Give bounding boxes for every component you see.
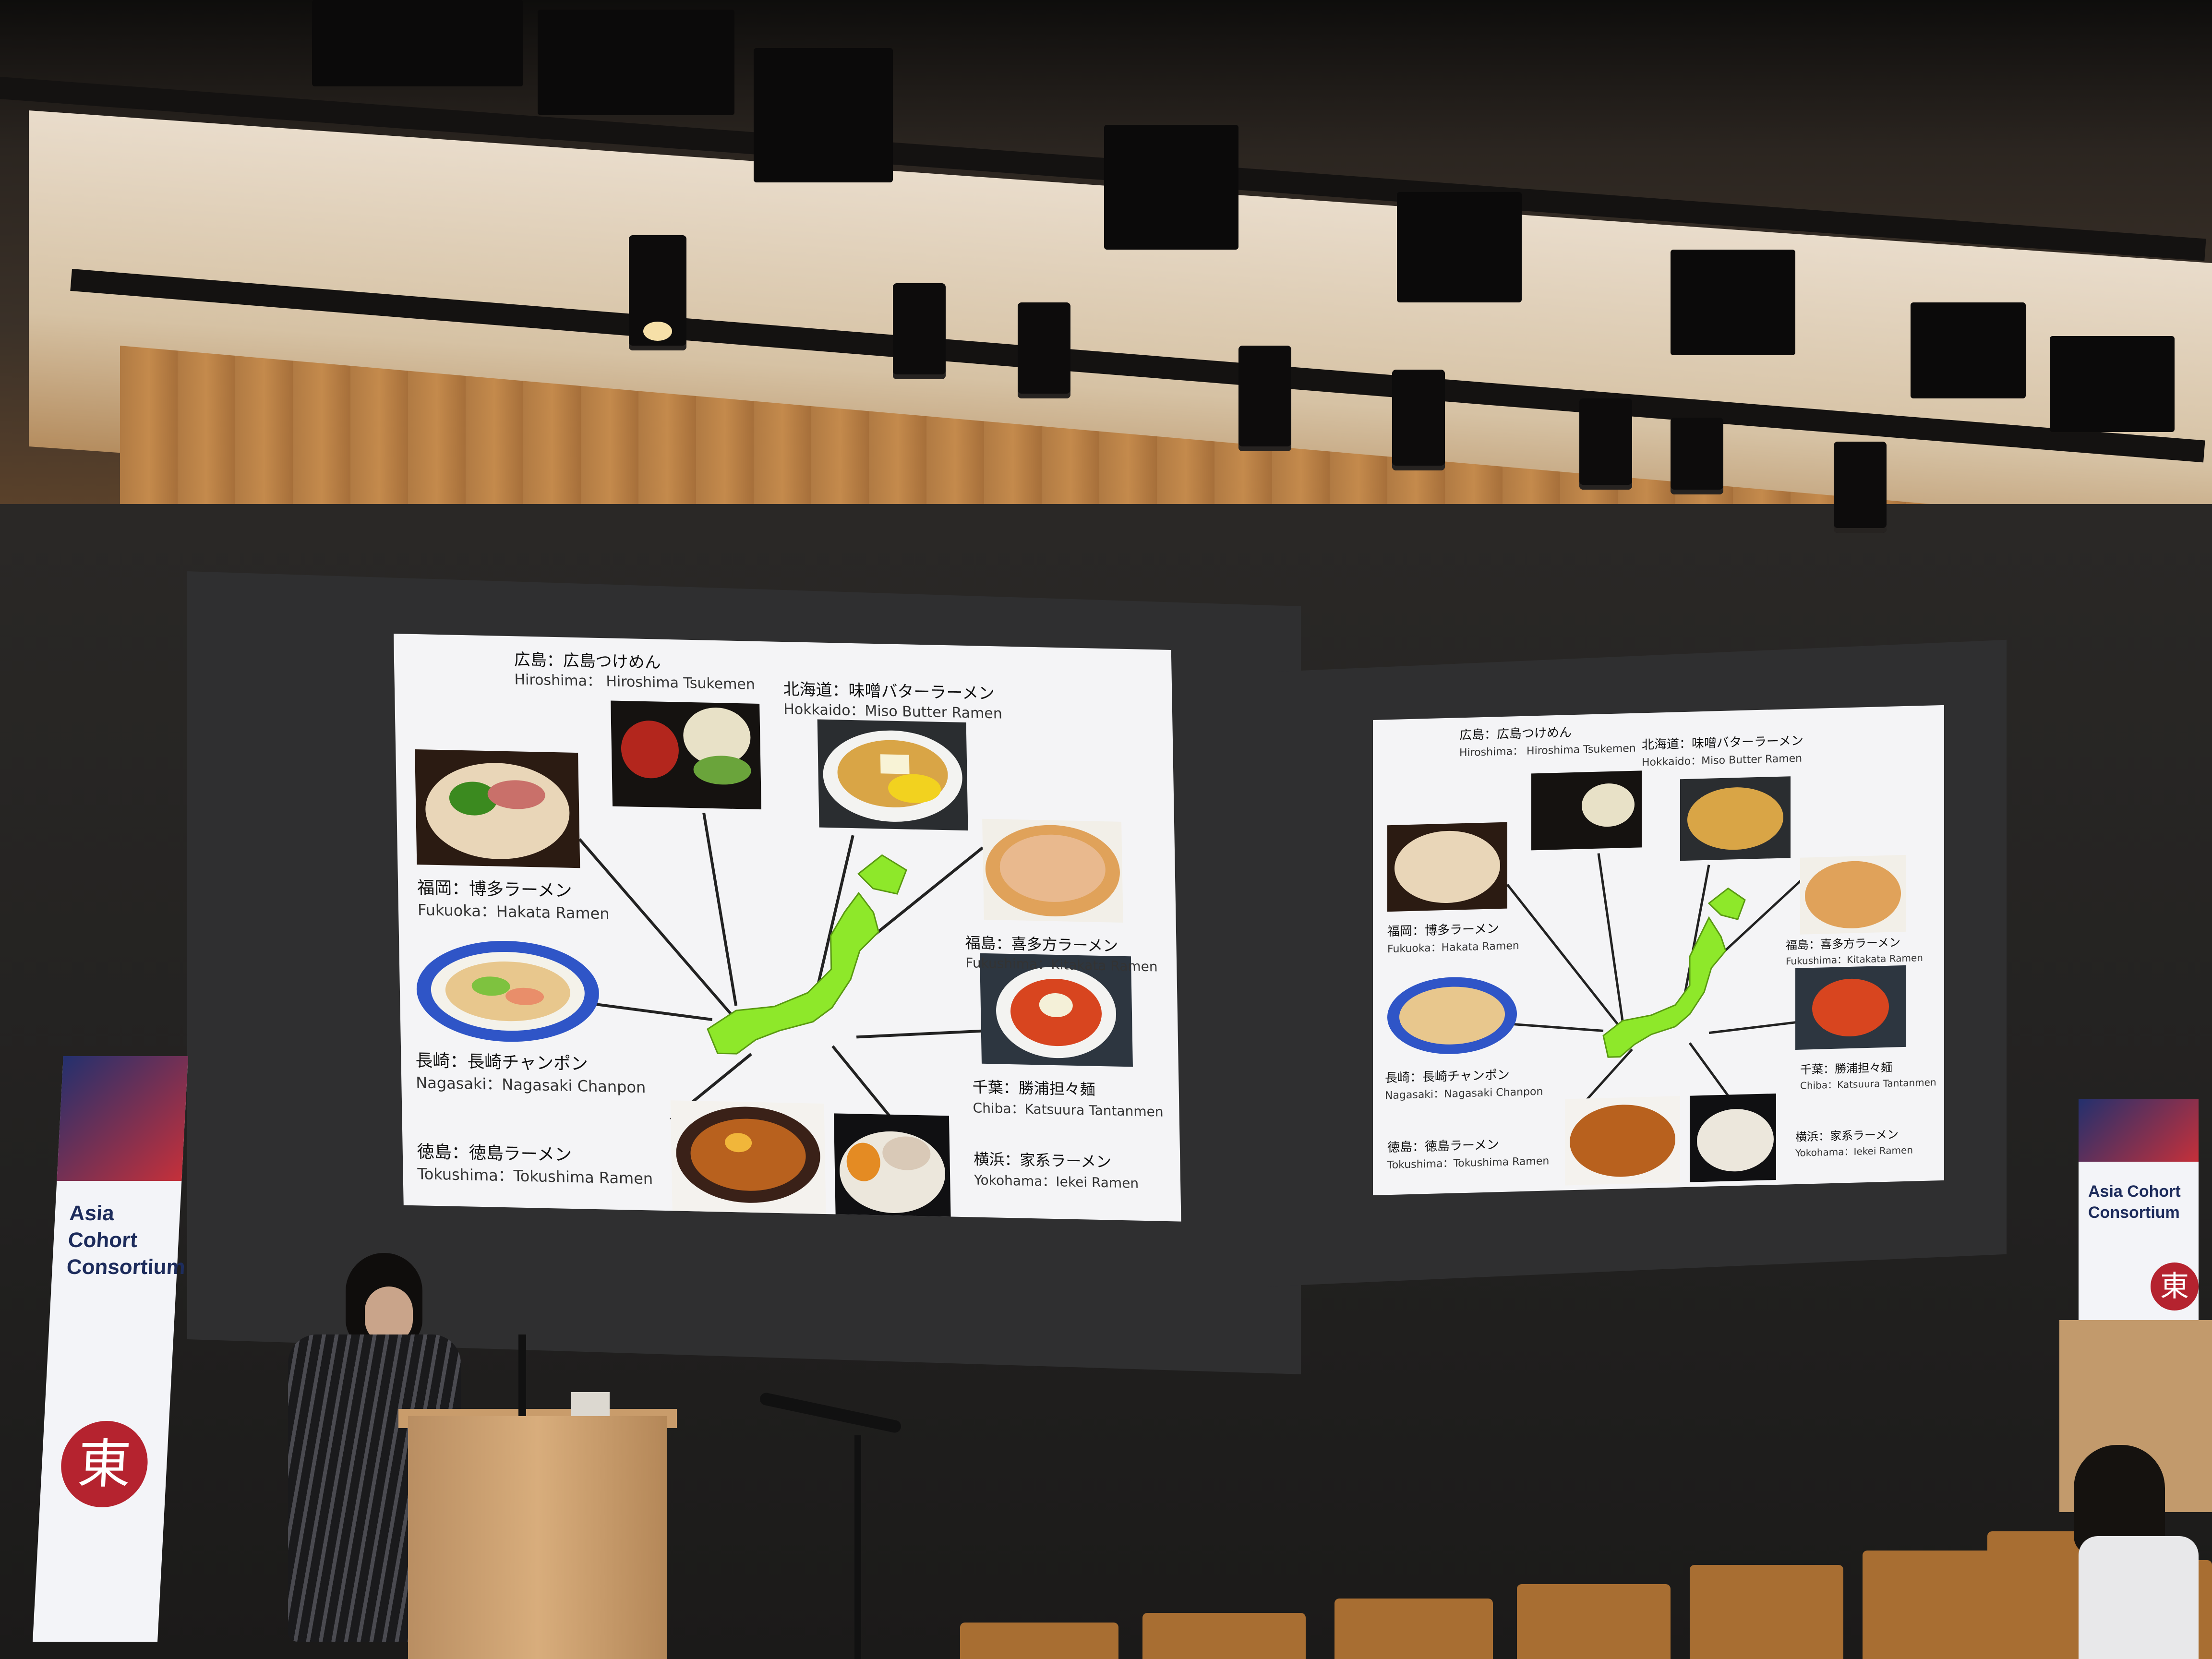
label-hiroshima-en: Hiroshima： Hiroshima Tsukemen — [1459, 743, 1636, 759]
label-fukushima-en: Fukushima：Kitakata Ramen — [1786, 952, 1923, 967]
spotlight-icon — [629, 235, 686, 350]
label-chiba-en: Chiba：Katsuura Tantanmen — [973, 1100, 1164, 1119]
stage-light-icon — [1397, 192, 1522, 302]
ramen-photo-chiba — [979, 953, 1133, 1067]
stage-light-icon — [312, 0, 523, 86]
label-hokkaido-en: Hokkaido：Miso Butter Ramen — [1642, 753, 1802, 769]
auditorium-seat — [1517, 1584, 1671, 1659]
banner-right-kanji: 東 — [2151, 1262, 2199, 1310]
label-hokkaido-jp: 北海道：味噌バターラーメン — [783, 680, 995, 703]
label-hokkaido-en: Hokkaido：Miso Butter Ramen — [783, 701, 1002, 722]
laptop-icon — [571, 1392, 610, 1416]
ramen-photo-fukushima — [982, 818, 1123, 923]
japan-map-icon — [707, 891, 879, 1055]
label-hokkaido-jp: 北海道：味噌バターラーメン — [1642, 734, 1803, 753]
podium — [408, 1416, 667, 1659]
label-tokushima-en: Tokushima：Tokushima Ramen — [417, 1165, 653, 1188]
label-hiroshima-jp: 広島：広島つけめん — [514, 650, 661, 672]
label-fukuoka-jp: 福岡：博多ラーメン — [1387, 922, 1499, 939]
label-fukuoka-en: Fukuoka：Hakata Ramen — [1387, 940, 1519, 955]
banner-stripe — [2079, 1099, 2199, 1162]
spotlight-icon — [1671, 418, 1723, 494]
slide-right: 広島：広島つけめん Hiroshima： Hiroshima Tsukemen … — [1373, 705, 1944, 1195]
spotlight-icon — [1834, 442, 1887, 533]
label-tokushima-jp: 徳島：徳島ラーメン — [1387, 1138, 1499, 1155]
ramen-photo-tokushima — [670, 1100, 826, 1214]
auditorium-seat — [960, 1623, 1118, 1659]
label-fukuoka-en: Fukuoka：Hakata Ramen — [418, 901, 610, 923]
spotlight-icon — [1392, 370, 1445, 470]
spotlight-icon — [893, 283, 946, 379]
label-fukushima-jp: 福島：喜多方ラーメン — [965, 934, 1118, 955]
stage-light-icon — [538, 10, 734, 115]
japan-map-icon — [1602, 916, 1727, 1058]
label-fukushima-jp: 福島：喜多方ラーメン — [1786, 936, 1900, 952]
label-yokohama-en: Yokohama：Iekei Ramen — [1795, 1144, 1913, 1159]
slide-left: 広島：広島つけめん Hiroshima： Hiroshima Tsukemen … — [394, 634, 1181, 1222]
label-hiroshima-jp: 広島：広島つけめん — [1459, 725, 1572, 743]
auditorium-seat — [1690, 1565, 1843, 1659]
ramen-photo-nagasaki — [416, 940, 599, 1042]
stage-light-icon — [754, 48, 893, 182]
spotlight-icon — [1579, 398, 1632, 490]
microphone-stand — [518, 1334, 526, 1416]
banner-right-title: Asia Cohort Consortium — [2088, 1182, 2181, 1222]
stage-light-icon — [2050, 336, 2175, 432]
auditorium-seat — [1334, 1599, 1493, 1659]
microphone-stand — [854, 1435, 861, 1659]
label-hiroshima-en: Hiroshima： Hiroshima Tsukemen — [514, 671, 755, 693]
ramen-photo-yokohama — [833, 1113, 951, 1222]
banner-left-title: Asia Cohort Consortium — [66, 1202, 186, 1279]
label-fukuoka-jp: 福岡：博多ラーメン — [417, 878, 572, 901]
label-tokushima-jp: 徳島：徳島ラーメン — [417, 1142, 572, 1165]
banner-stripe — [57, 1056, 188, 1181]
auditorium-seat — [1863, 1551, 2007, 1659]
label-chiba-jp: 千葉：勝浦担々麺 — [973, 1078, 1096, 1098]
spotlight-icon — [1238, 346, 1291, 451]
spotlight-icon — [1018, 302, 1070, 398]
ramen-photo-hokkaido — [817, 719, 968, 831]
banner-left-kanji: 東 — [59, 1421, 150, 1507]
auditorium-seat — [1142, 1613, 1306, 1659]
label-yokohama-jp: 横浜：家系ラーメン — [974, 1150, 1111, 1171]
label-chiba-jp: 千葉：勝浦担々麺 — [1800, 1061, 1892, 1077]
label-yokohama-jp: 横浜：家系ラーメン — [1795, 1128, 1899, 1144]
label-nagasaki-jp: 長崎：長崎チャンポン — [415, 1051, 588, 1074]
audience-member — [2079, 1536, 2199, 1659]
label-nagasaki-en: Nagasaki：Nagasaki Chanpon — [416, 1073, 646, 1096]
slide-content: 広島：広島つけめん Hiroshima： Hiroshima Tsukemen … — [1385, 725, 1936, 1186]
label-yokohama-en: Yokohama：Iekei Ramen — [974, 1172, 1139, 1191]
label-nagasaki-en: Nagasaki：Nagasaki Chanpon — [1385, 1086, 1543, 1102]
stage-light-icon — [1911, 302, 2026, 398]
label-nagasaki-jp: 長崎：長崎チャンポン — [1385, 1068, 1510, 1086]
slide-content: 広島：広島つけめん Hiroshima： Hiroshima Tsukemen … — [415, 650, 1164, 1222]
ramen-photo-fukuoka — [415, 749, 580, 868]
stage-light-icon — [1104, 125, 1238, 250]
ramen-photo-hiroshima — [611, 700, 761, 810]
banner-right: Asia Cohort Consortium 東 — [2079, 1099, 2199, 1320]
label-tokushima-en: Tokushima：Tokushima Ramen — [1387, 1155, 1549, 1171]
stage-light-icon — [1671, 250, 1795, 355]
label-chiba-en: Chiba：Katsuura Tantanmen — [1800, 1076, 1936, 1091]
